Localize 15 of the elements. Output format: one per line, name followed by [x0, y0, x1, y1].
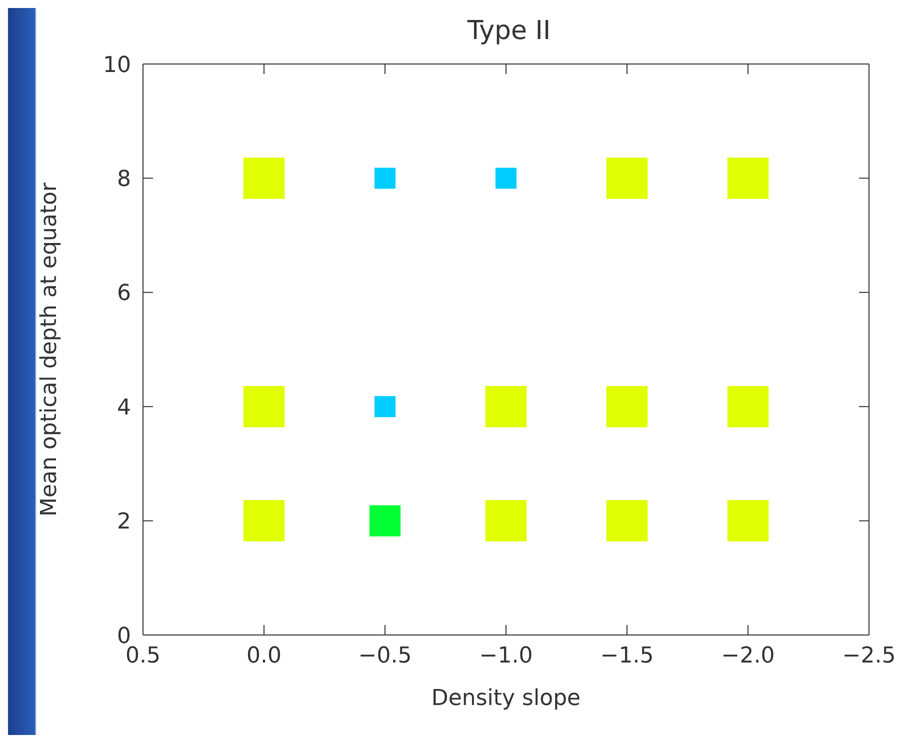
y-tick-label: 10	[103, 52, 131, 78]
x-tick-label: −0.5	[358, 644, 412, 669]
x-axis-title: Density slope	[431, 686, 581, 711]
y-tick-label: 8	[117, 167, 131, 192]
x-tick-label: −2.5	[842, 644, 896, 669]
y-tick-label: 4	[117, 395, 131, 420]
x-tick-label: −2.0	[721, 644, 775, 669]
y-tick-label: 6	[117, 281, 131, 306]
y-axis-title: Mean optical depth at equator	[36, 182, 62, 516]
x-tick-label: −1.5	[600, 644, 654, 669]
chart-title: Type II	[466, 16, 552, 46]
x-tick-label: 0.0	[246, 644, 282, 669]
y-tick-label: 2	[117, 510, 131, 535]
x-tick-label: 0.5	[126, 644, 160, 669]
x-tick-label: −1.0	[479, 644, 533, 669]
